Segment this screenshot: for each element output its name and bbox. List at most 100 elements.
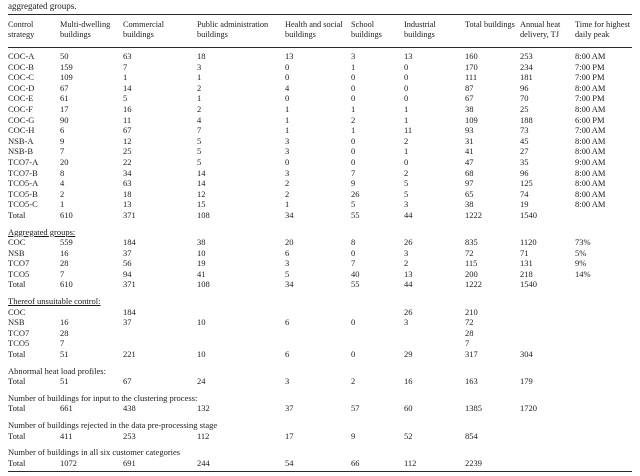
value-cell	[575, 349, 632, 360]
value-cell: 37	[123, 247, 132, 258]
row-label-cell: Total	[8, 279, 26, 290]
value-cell	[520, 317, 575, 328]
value-cell	[520, 307, 575, 318]
value-cell: 67	[60, 82, 69, 93]
row-label-cell: TCO5	[8, 268, 30, 279]
value-cell: 14	[123, 82, 132, 93]
value-cell: 11	[404, 125, 413, 136]
value-cell: 159	[60, 61, 73, 72]
table-row: COC 184 26 210	[8, 307, 632, 318]
value-cell: 2	[285, 178, 290, 189]
value-cell: 14	[197, 178, 206, 189]
value-cell: 52	[404, 430, 413, 441]
value-cell: 5	[285, 268, 290, 279]
row-label-cell: Total	[8, 457, 26, 468]
table-row: COC-C 109 1 1 0 0 0 111 181 7:00 PM	[8, 72, 632, 83]
value-cell: 90	[60, 114, 69, 125]
value-cell: 2	[60, 188, 65, 199]
value-cell: 7	[351, 258, 356, 269]
value-cell: 3	[285, 167, 290, 178]
value-cell: 26	[351, 188, 360, 199]
value-cell: 8:00 AM	[575, 199, 606, 210]
value-cell: 15	[197, 199, 206, 210]
row-label-cell: Total	[8, 376, 26, 387]
row-label-cell: TCO5-B	[8, 188, 38, 199]
value-cell: 94	[123, 268, 132, 279]
value-cell: 5	[123, 93, 128, 104]
value-cell: 14	[197, 167, 206, 178]
value-cell: 0	[404, 61, 409, 72]
value-cell	[575, 338, 632, 349]
value-cell: 7:00 AM	[575, 125, 606, 136]
value-cell: 47	[465, 156, 474, 167]
value-cell: 253	[520, 51, 533, 61]
value-cell: 40	[351, 268, 360, 279]
value-cell: 13	[285, 51, 294, 61]
value-cell: 8:00 AM	[575, 51, 606, 61]
row-label-cell: TCO7	[8, 327, 30, 338]
column-header: Health and social buildings	[285, 14, 351, 48]
column-header: Commercial buildings	[123, 14, 197, 48]
value-cell: 0	[351, 72, 356, 83]
value-cell: 67	[465, 93, 474, 104]
value-cell: 3	[285, 135, 290, 146]
value-cell: 13	[404, 51, 413, 61]
table-row: TCO7 28 28	[8, 328, 632, 339]
buildings-table: Control strategy Multi-dwelling buildings…	[8, 14, 632, 473]
value-cell: 29	[404, 349, 413, 360]
value-cell: 9	[60, 135, 65, 146]
value-cell	[575, 376, 632, 387]
value-cell	[575, 458, 632, 472]
value-cell: 3	[404, 247, 409, 258]
value-cell: 24	[197, 376, 206, 387]
column-header: Multi-dwelling buildings	[60, 14, 123, 48]
value-cell: 5	[404, 188, 409, 199]
value-cell: 2	[197, 103, 202, 114]
value-cell: 411	[60, 430, 73, 441]
value-cell: 2239	[465, 457, 482, 468]
table-row: Total 1072 691 244 54 66 112 2239	[8, 458, 632, 472]
table-row: TCO5-C 1 13 15 1 5 3 38 19 8:00 AM	[8, 199, 632, 210]
row-label-cell: TCO7-B	[8, 167, 38, 178]
value-cell: 0	[285, 93, 290, 104]
row-label-cell: TCO5	[8, 338, 30, 349]
value-cell: 835	[465, 237, 478, 248]
row-label-cell: Total	[8, 349, 26, 360]
value-cell: 38	[197, 237, 206, 248]
value-cell: 661	[60, 403, 73, 414]
row-label-cell: TCO7-A	[8, 156, 39, 167]
value-cell: 31	[465, 135, 474, 146]
row-label-cell: COC-C	[8, 72, 34, 83]
value-cell: 7	[60, 338, 65, 349]
value-cell: 4	[285, 82, 290, 93]
row-label-cell: COC-G	[8, 114, 35, 125]
value-cell	[197, 338, 285, 349]
value-cell	[123, 338, 197, 349]
value-cell: 97	[465, 178, 474, 189]
value-cell: 96	[520, 82, 529, 93]
value-cell: 5	[197, 135, 202, 146]
value-cell: 7	[60, 146, 65, 157]
value-cell: 51	[60, 376, 69, 387]
value-cell: 28	[60, 327, 69, 338]
value-cell: 125	[520, 178, 533, 189]
value-cell: 170	[465, 61, 478, 72]
value-cell: 371	[123, 279, 136, 290]
value-cell: 2	[285, 188, 290, 199]
value-cell: 1385	[465, 403, 482, 414]
value-cell: 9:00 AM	[575, 156, 606, 167]
value-cell: 1540	[520, 209, 537, 220]
value-cell: 1	[404, 103, 409, 114]
value-cell: 19	[197, 258, 206, 269]
table-row: COC-E 61 5 1 0 0 0 67 70 7:00 PM	[8, 93, 632, 104]
value-cell: 9	[351, 178, 356, 189]
row-label-cell: NSB-A	[8, 135, 34, 146]
value-cell: 45	[520, 135, 529, 146]
value-cell: 73%	[575, 237, 591, 248]
value-cell	[285, 328, 351, 339]
value-cell	[197, 307, 285, 318]
section-label: Number of buildings for input to the clu…	[8, 392, 198, 403]
row-label-cell: COC	[8, 306, 26, 317]
value-cell: 13	[404, 268, 413, 279]
value-cell: 41	[197, 268, 206, 279]
